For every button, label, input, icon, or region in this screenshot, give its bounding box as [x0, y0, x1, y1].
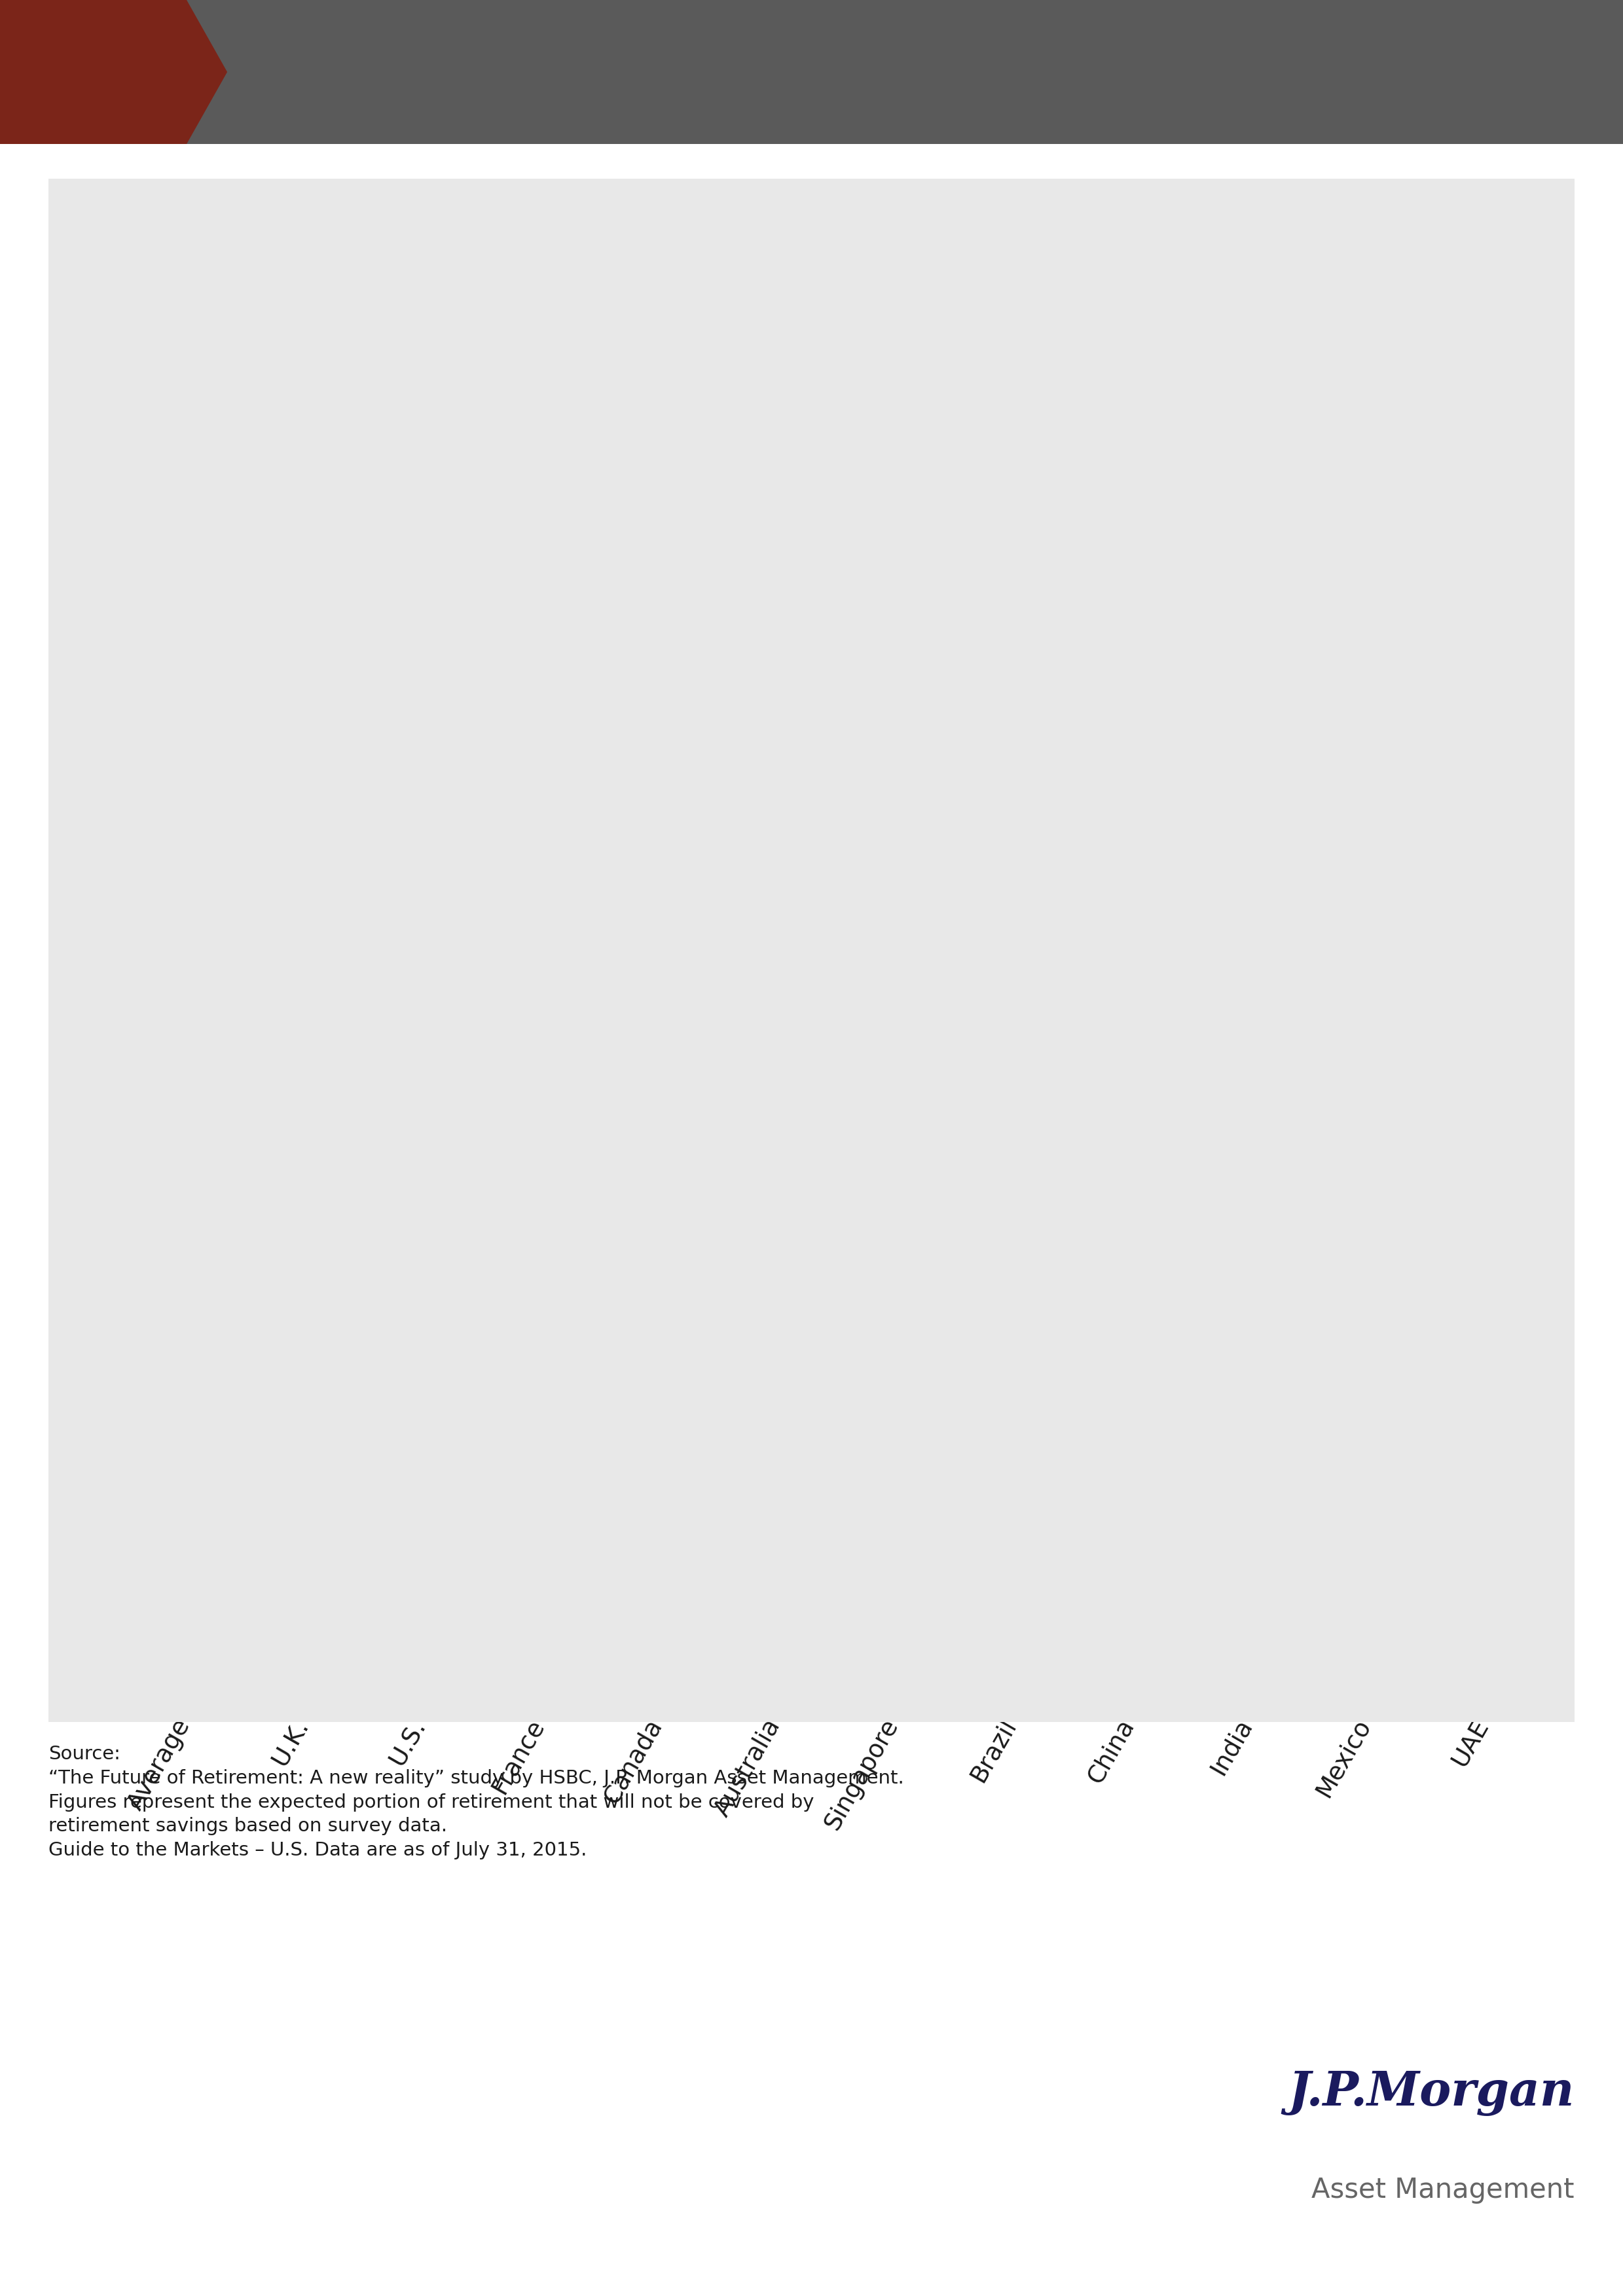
Text: 9: 9 — [894, 1515, 912, 1543]
Bar — [868, 808, 936, 1711]
Text: Source:
“The Future of Retirement: A new reality” study by HSBC, J.P. Morgan Ass: Source: “The Future of Retirement: A new… — [49, 1745, 904, 1860]
Text: 8: 8 — [185, 955, 204, 983]
Text: 10: 10 — [1120, 1495, 1159, 1522]
Bar — [868, 1233, 936, 1711]
Bar — [1459, 1233, 1527, 1711]
Text: 8: 8 — [657, 902, 677, 930]
Bar — [633, 703, 701, 1711]
Bar — [987, 1075, 1055, 1711]
Text: Savings expected to last (years): Savings expected to last (years) — [263, 340, 674, 365]
Bar — [179, 326, 240, 374]
Bar — [161, 1180, 229, 1711]
Bar — [987, 491, 1055, 1711]
Bar — [751, 597, 820, 1711]
Text: 9: 9 — [1483, 1515, 1503, 1543]
Bar — [751, 1127, 820, 1711]
Bar — [514, 1233, 583, 1711]
Bar — [633, 1127, 701, 1711]
Text: Expected savings shortfall (years): Expected savings shortfall (years) — [263, 280, 696, 305]
Bar — [179, 269, 240, 315]
Text: 12: 12 — [1001, 1456, 1040, 1483]
Text: 10: 10 — [1120, 902, 1159, 930]
Text: 9: 9 — [539, 1515, 558, 1543]
Bar — [1222, 916, 1292, 1711]
Bar — [1341, 808, 1409, 1711]
Bar — [1105, 650, 1173, 1711]
Text: 7: 7 — [422, 769, 440, 797]
Text: 8: 8 — [1365, 1008, 1384, 1035]
Text: Perceived retirement shortfall by country: Perceived retirement shortfall by countr… — [88, 218, 940, 253]
Text: 11: 11 — [766, 1474, 803, 1502]
Text: 11: 11 — [1001, 769, 1040, 797]
Text: 8: 8 — [304, 1536, 323, 1564]
Text: 10: 10 — [175, 1495, 214, 1522]
Bar — [396, 969, 466, 1711]
Text: 10: 10 — [529, 955, 568, 983]
Text: 9: 9 — [1365, 1515, 1384, 1543]
Text: 63: 63 — [1305, 46, 1381, 99]
Text: Pension shortfall: Pension shortfall — [271, 51, 662, 94]
Text: 6: 6 — [1483, 1061, 1503, 1088]
Bar — [514, 703, 583, 1711]
Text: 5: 5 — [1248, 1033, 1266, 1061]
Text: 8: 8 — [894, 1008, 912, 1035]
Text: J.P.Morgan: J.P.Morgan — [1289, 2069, 1574, 2117]
Bar — [1459, 916, 1527, 1711]
Bar — [1222, 1180, 1292, 1711]
Bar — [1341, 1233, 1409, 1711]
Text: 11: 11 — [648, 1474, 687, 1502]
Text: 10: 10 — [766, 850, 803, 877]
Bar — [161, 755, 229, 1711]
Text: Asset Management: Asset Management — [1311, 2177, 1574, 2204]
Bar — [396, 597, 466, 1711]
Bar — [1105, 1180, 1173, 1711]
Bar — [279, 1286, 347, 1711]
Text: |: | — [1209, 53, 1222, 92]
Text: 10: 10 — [294, 1008, 331, 1035]
Bar — [279, 755, 347, 1711]
Text: GTM – U.S.: GTM – U.S. — [961, 57, 1107, 85]
Text: 14: 14 — [412, 1414, 450, 1442]
Text: 10: 10 — [1238, 1495, 1276, 1522]
